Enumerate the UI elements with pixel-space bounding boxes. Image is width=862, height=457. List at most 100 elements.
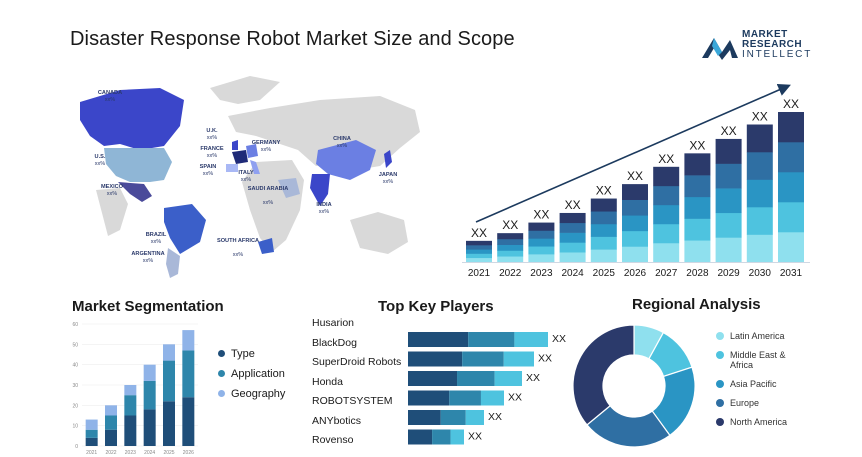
- player-bar-segment: [462, 351, 504, 367]
- growth-data-label: XX: [533, 208, 549, 222]
- growth-bar-segment: [590, 236, 617, 250]
- growth-bar-segment: [497, 244, 524, 251]
- map-label-china: CHINA: [333, 136, 351, 142]
- seg-ytick-label: 10: [72, 424, 78, 430]
- growth-bar-segment: [590, 249, 617, 263]
- growth-bar-segment: [715, 138, 742, 164]
- growth-bar-segment: [746, 234, 773, 263]
- logo-mark-icon: [702, 38, 738, 60]
- seg-bar-segment: [105, 429, 117, 446]
- map-india: [310, 174, 330, 206]
- growth-bar-segment: [715, 188, 742, 214]
- map-label-mexico: MEXICO: [101, 184, 124, 190]
- seg-bar-segment: [143, 380, 156, 410]
- legend-dot-type: [218, 350, 225, 357]
- logo-line-3: INTELLECT: [742, 49, 813, 60]
- growth-bar-segment: [590, 198, 617, 212]
- map-value-brazil: xx%: [151, 239, 162, 245]
- player-data-label: XX: [468, 431, 482, 443]
- map-label-india: INDIA: [316, 202, 331, 208]
- growth-bar-segment: [778, 112, 804, 143]
- seg-ytick-label: 0: [75, 444, 78, 450]
- player-bar-segment: [468, 332, 515, 347]
- legend-item-application: Application: [218, 367, 285, 380]
- map-value-south-africa: xx%: [233, 252, 244, 258]
- seg-bar-segment: [124, 415, 137, 446]
- seg-ytick-label: 60: [72, 322, 78, 328]
- map-label-france: FRANCE: [200, 146, 224, 152]
- legend-dot-asia-pacific: [716, 380, 724, 388]
- growth-bar-segment: [466, 249, 492, 254]
- growth-bar-segment: [466, 257, 492, 263]
- key-players-title: Top Key Players: [378, 298, 494, 315]
- map-brazil: [164, 204, 206, 254]
- growth-bar-segment: [590, 223, 617, 237]
- map-label-canada: CANADA: [98, 90, 122, 96]
- seg-xtick-label: 2026: [183, 450, 194, 456]
- map-label-germany: GERMANY: [252, 140, 281, 146]
- growth-bar-segment: [778, 232, 804, 263]
- growth-data-label: XX: [721, 124, 737, 138]
- seg-bar-segment: [143, 409, 156, 446]
- donut-slice: [572, 324, 635, 426]
- map-france: [232, 150, 248, 164]
- legend-item-latin-america: Latin America: [716, 331, 796, 341]
- growth-bar-segment: [715, 212, 742, 238]
- growth-bar-segment: [684, 153, 711, 176]
- growth-bar-segment: [622, 215, 648, 232]
- regional-legend: Latin America Middle East & Africa Asia …: [716, 331, 796, 436]
- map-value-india: xx%: [319, 209, 330, 215]
- growth-bar-segment: [528, 230, 555, 239]
- regional-donut-chart: [572, 324, 696, 448]
- map-value-germany: xx%: [261, 147, 272, 153]
- logo-line-1: MARKET: [742, 29, 788, 40]
- growth-year-label: 2031: [780, 268, 803, 279]
- player-bar-segment: [408, 410, 441, 425]
- map-china: [316, 140, 376, 180]
- player-bar-segment: [450, 429, 464, 445]
- growth-bar-segment: [528, 238, 555, 247]
- growth-bar-segment: [466, 240, 492, 246]
- growth-year-label: 2024: [561, 268, 584, 279]
- player-bar-segment: [480, 390, 504, 406]
- map-value-canada: xx%: [105, 97, 116, 103]
- seg-xtick-label: 2021: [86, 450, 97, 456]
- map-value-uk: xx%: [207, 135, 218, 141]
- legend-label-mea: Middle East & Africa: [730, 350, 786, 370]
- growth-bar-segment: [778, 172, 804, 203]
- segmentation-legend: Type Application Geography: [218, 347, 285, 407]
- map-japan: [384, 150, 392, 168]
- growth-bar-segment: [778, 202, 804, 233]
- legend-item-mea: Middle East & Africa: [716, 350, 796, 370]
- player-bar-segment: [503, 351, 534, 367]
- seg-bar-segment: [163, 344, 175, 361]
- map-label-us: U.S.: [95, 154, 106, 160]
- seg-bar-segment: [124, 385, 137, 396]
- map-germany: [246, 144, 258, 158]
- legend-item-asia-pacific: Asia Pacific: [716, 379, 796, 389]
- legend-label-application: Application: [231, 367, 285, 380]
- growth-bar-segment: [528, 222, 555, 231]
- growth-bar-segment: [684, 175, 711, 198]
- logo-text: MARKET RESEARCH INTELLECT: [742, 30, 812, 60]
- map-south-africa: [258, 238, 274, 254]
- seg-ytick-label: 20: [72, 403, 78, 409]
- growth-year-label: 2028: [686, 268, 709, 279]
- growth-year-label: 2021: [468, 268, 491, 279]
- growth-bar-segment: [590, 211, 617, 225]
- legend-label-type: Type: [231, 347, 255, 360]
- legend-dot-mea: [716, 351, 724, 359]
- map-argentina: [166, 248, 180, 278]
- growth-bar-segment: [653, 242, 680, 263]
- seg-bar-segment: [85, 429, 98, 438]
- player-data-label: XX: [526, 372, 540, 384]
- player-bar-segment: [494, 371, 522, 386]
- growth-bar-segment: [715, 237, 742, 263]
- growth-data-label: XX: [471, 226, 487, 240]
- map-value-france: xx%: [207, 153, 218, 159]
- growth-bar-segment: [559, 222, 586, 233]
- growth-bar-segment: [684, 196, 711, 219]
- growth-bar-segment: [528, 246, 555, 255]
- key-players-names: Husarion BlackDog SuperDroid Robots Hond…: [312, 316, 401, 453]
